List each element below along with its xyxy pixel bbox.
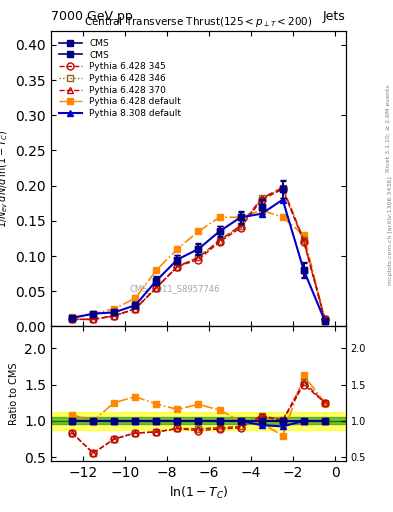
Y-axis label: $1/N_{ev}\,dN/d\,\ln(1-T_C)$: $1/N_{ev}\,dN/d\,\ln(1-T_C)$ [0, 130, 10, 228]
Text: mcplots.cern.ch [arXiv:1306.3436]: mcplots.cern.ch [arXiv:1306.3436] [387, 176, 393, 285]
Bar [51, 417, 346, 424]
X-axis label: $\ln(1-T_C)$: $\ln(1-T_C)$ [169, 485, 228, 501]
Text: Rivet 3.1.10; ≥ 2.6M events: Rivet 3.1.10; ≥ 2.6M events [386, 84, 391, 172]
Y-axis label: Ratio to CMS: Ratio to CMS [9, 362, 19, 425]
Text: Jets: Jets [323, 10, 346, 24]
Text: CMS_2011_S8957746: CMS_2011_S8957746 [130, 284, 220, 293]
Text: 7000 GeV pp: 7000 GeV pp [51, 10, 133, 24]
Legend: CMS, CMS, Pythia 6.428 345, Pythia 6.428 346, Pythia 6.428 370, Pythia 6.428 def: CMS, CMS, Pythia 6.428 345, Pythia 6.428… [55, 35, 185, 122]
Title: Central Transverse Thrust$(125 < p_{\perp T} < 200)$: Central Transverse Thrust$(125 < p_{\per… [84, 15, 313, 29]
Bar [51, 412, 346, 430]
